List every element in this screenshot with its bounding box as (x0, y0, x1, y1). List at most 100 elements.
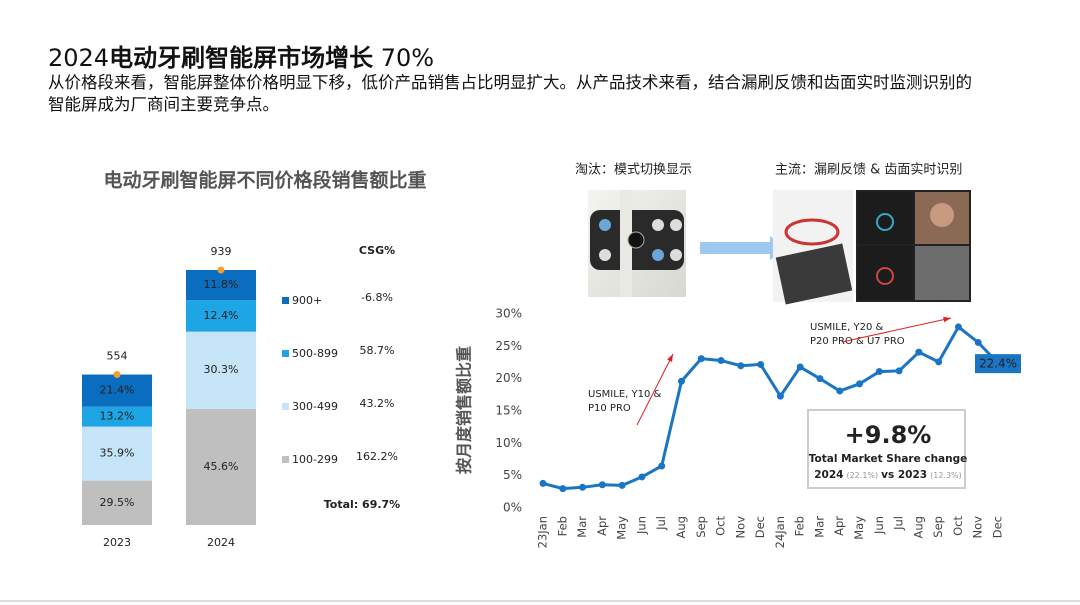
line-point (677, 377, 685, 385)
bar-segment (82, 426, 152, 481)
x-tick-label: Aug (911, 516, 925, 538)
summary-box (807, 409, 966, 489)
x-tick-label: Aug (674, 516, 688, 538)
value-label-box (975, 354, 1021, 374)
csg-value: -6.8% (361, 291, 393, 304)
annotation-arrow (841, 317, 952, 343)
line-point (579, 483, 587, 491)
line-point (796, 363, 804, 371)
y-tick-label: 30% (495, 307, 522, 321)
legend-label: 300-499 (292, 400, 338, 413)
line-point (717, 357, 725, 365)
x-tick-label: May (852, 516, 866, 540)
y-axis-title: 按月度销售额比重 (455, 346, 474, 474)
line-point (954, 323, 962, 331)
image-label: 淘汰：模式切换显示 (575, 163, 692, 178)
title-main: 电动牙刷智能屏市场增长 (109, 44, 374, 72)
product-image-new (773, 190, 971, 305)
x-tick-label: Feb (555, 516, 569, 536)
bar-segment (186, 300, 256, 332)
annotation: USMILE, Y20 & (810, 322, 884, 333)
title-year: 2024 (48, 44, 110, 72)
x-tick-label: Jul (654, 516, 668, 531)
y-tick-label: 25% (495, 339, 522, 353)
annotation-arrow (636, 353, 674, 426)
x-tick-label: 2023 (103, 536, 131, 549)
line-point (776, 392, 784, 400)
x-tick-label: 2024 (207, 536, 235, 549)
value-label: 13.2% (100, 410, 135, 423)
x-tick-label: Jul (892, 516, 906, 531)
line-point (559, 485, 567, 493)
x-tick-label: Sep (931, 516, 945, 538)
value-label: 11.8% (204, 278, 239, 291)
slide-subtitle: 从价格段来看，智能屏整体价格明显下移，低价产品销售占比明显扩大。从产品技术来看，… (48, 73, 972, 114)
summary-compare: 2024 (22.1%) vs 2023 (12.3%) (814, 469, 962, 481)
bar-segment (82, 480, 152, 525)
x-tick-label: Feb (793, 516, 807, 536)
x-tick-label: Jun (634, 516, 648, 535)
x-tick-label: Mar (812, 516, 826, 538)
x-tick-label: Oct (951, 516, 965, 536)
line-point (895, 367, 903, 375)
x-tick-label: 24Jan (773, 516, 787, 548)
line-point (856, 380, 864, 388)
total-growth: Total: 69.7% (324, 498, 400, 511)
x-tick-label: Mar (575, 516, 589, 538)
csg-value: 162.2% (356, 450, 398, 463)
bar-segment (82, 406, 152, 427)
csg-value: 43.2% (360, 397, 395, 410)
legend-label: 500-899 (292, 347, 338, 360)
x-tick-label: Nov (971, 516, 985, 539)
x-tick-label: Dec (991, 516, 1005, 538)
line-point (935, 358, 943, 366)
line-point (836, 387, 844, 395)
line-point (875, 368, 883, 376)
chart-title: 电动牙刷智能屏不同价格段销售额比重 (103, 169, 426, 192)
summary-part: (22.1%) (846, 471, 878, 480)
line-point (974, 338, 982, 346)
line-point (638, 473, 646, 481)
annotation: P20 PRO & U7 PRO (810, 336, 905, 347)
total-marker (113, 371, 121, 379)
annotation: P10 PRO (588, 403, 631, 414)
summary-part: (12.3%) (930, 471, 962, 480)
legend-swatch (282, 350, 289, 357)
line-point (697, 355, 705, 363)
line-point (618, 481, 626, 489)
image-label: 主流：漏刷反馈 & 齿面实时识别 (775, 162, 962, 178)
y-tick-label: 10% (495, 436, 522, 450)
y-tick-label: 5% (503, 468, 522, 482)
y-tick-label: 15% (495, 404, 522, 418)
line-point (539, 479, 547, 487)
x-tick-label: 23Jan (536, 516, 550, 548)
title-pct: 70% (380, 44, 435, 72)
x-tick-label: Apr (595, 516, 609, 536)
csg-value: 58.7% (360, 344, 395, 357)
y-tick-label: 0% (503, 501, 522, 515)
legend-label: 100-299 (292, 453, 338, 466)
total-marker (217, 266, 225, 274)
x-tick-label: Sep (694, 516, 708, 538)
bar-segment (186, 408, 256, 525)
legend-label: 900+ (292, 294, 322, 307)
annotation: USMILE, Y10 & (588, 389, 662, 400)
line-point (737, 362, 745, 370)
line-point (598, 481, 606, 489)
summary-big: +9.8% (845, 421, 932, 449)
x-tick-label: Nov (733, 516, 747, 539)
value-label: 29.5% (100, 496, 135, 509)
product-image-old (588, 190, 686, 297)
x-tick-label: Oct (714, 516, 728, 536)
line-point (658, 462, 666, 470)
value-label: 35.9% (100, 447, 135, 460)
slide-title: 2024电动牙刷智能屏市场增长 70% (48, 38, 434, 73)
line-point (757, 360, 765, 368)
legend-swatch (282, 456, 289, 463)
bar-segment (186, 270, 256, 301)
arrow-head (667, 354, 673, 362)
transition-arrow (700, 236, 786, 260)
x-tick-label: Apr (832, 516, 846, 536)
